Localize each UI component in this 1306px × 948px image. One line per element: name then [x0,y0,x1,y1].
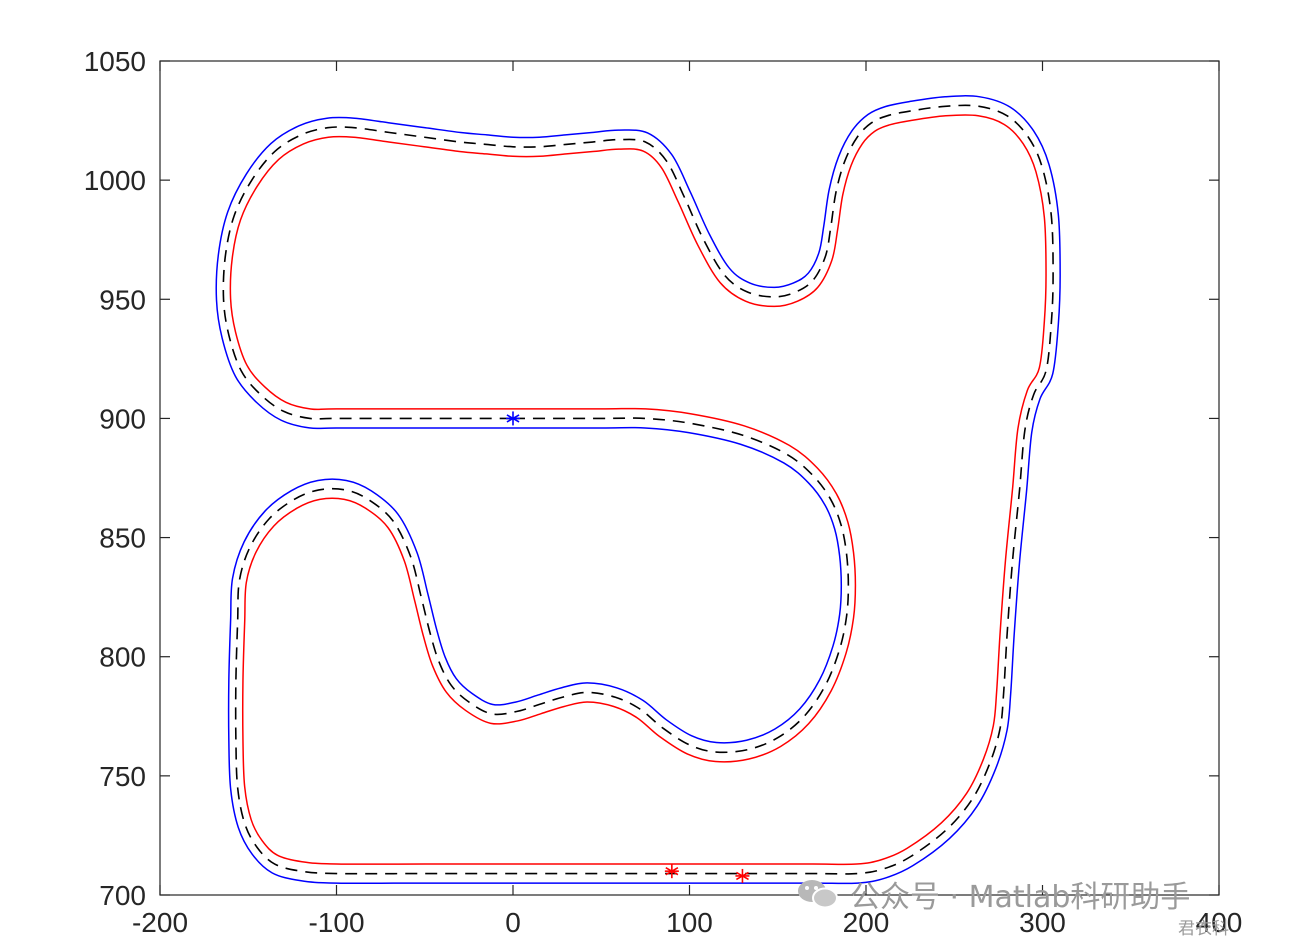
y-tick-label: 950 [99,284,146,315]
x-tick-label: 0 [505,907,521,938]
track-line-0 [229,114,1047,866]
axis-ticks [159,60,1220,896]
watermark-text: 公众号 · Matlab科研助手 [850,880,1191,915]
asterisk-marker [735,868,750,883]
y-tick-label: 850 [99,523,146,554]
asterisk-marker [506,411,520,426]
y-tick-label: 900 [99,403,146,434]
y-tick-label: 1050 [84,46,146,77]
y-tick-label: 750 [99,761,146,792]
wechat-icon [796,877,840,911]
x-tick-label: -200 [132,907,188,938]
y-tick-label: 700 [99,880,146,911]
marker-layer [506,411,750,883]
x-tick-label: -100 [308,907,364,938]
watermark-subtext: 君衣科 [1178,919,1229,939]
plot-area [159,60,1220,896]
x-tick-label: 200 [843,907,890,938]
watermark: 公众号 · Matlab科研助手 [796,872,1190,916]
series-layer [215,95,1061,885]
track-line-1 [215,95,1061,885]
x-tick-label: 400 [1196,907,1243,938]
y-tick-label: 800 [99,642,146,673]
track-line-2 [222,104,1054,875]
asterisk-marker [664,864,679,879]
axis-tick-labels: -200 -100 0 100 200 300 400 700 750 800 850 900 950 1… [84,46,1243,938]
x-tick-label: 100 [666,907,713,938]
x-tick-label: 300 [1019,907,1066,938]
y-tick-label: 1000 [84,165,146,196]
